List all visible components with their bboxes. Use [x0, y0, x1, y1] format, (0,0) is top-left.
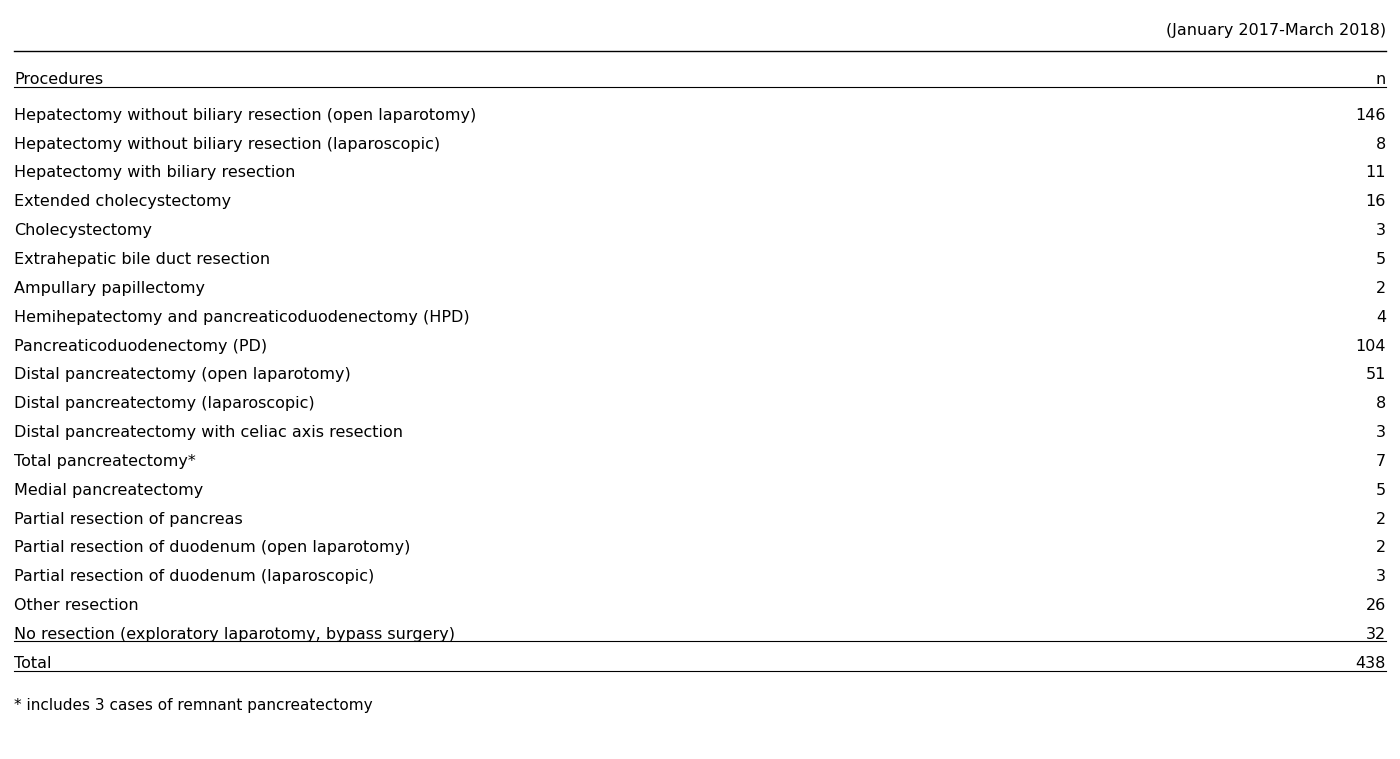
Text: 104: 104: [1355, 339, 1386, 354]
Text: 438: 438: [1355, 656, 1386, 671]
Text: Extended cholecystectomy: Extended cholecystectomy: [14, 194, 231, 209]
Text: 146: 146: [1355, 108, 1386, 123]
Text: No resection (exploratory laparotomy, bypass surgery): No resection (exploratory laparotomy, by…: [14, 627, 455, 642]
Text: 2: 2: [1376, 281, 1386, 296]
Text: 2: 2: [1376, 540, 1386, 556]
Text: 3: 3: [1376, 425, 1386, 440]
Text: Hepatectomy with biliary resection: Hepatectomy with biliary resection: [14, 165, 295, 181]
Text: 51: 51: [1365, 367, 1386, 383]
Text: 8: 8: [1376, 137, 1386, 152]
Text: Partial resection of pancreas: Partial resection of pancreas: [14, 512, 242, 527]
Text: Cholecystectomy: Cholecystectomy: [14, 223, 153, 238]
Text: Hemihepatectomy and pancreaticoduodenectomy (HPD): Hemihepatectomy and pancreaticoduodenect…: [14, 310, 469, 325]
Text: Ampullary papillectomy: Ampullary papillectomy: [14, 281, 204, 296]
Text: 4: 4: [1376, 310, 1386, 325]
Text: 32: 32: [1366, 627, 1386, 642]
Text: 3: 3: [1376, 569, 1386, 584]
Text: 7: 7: [1376, 454, 1386, 469]
Text: Distal pancreatectomy (open laparotomy): Distal pancreatectomy (open laparotomy): [14, 367, 351, 383]
Text: Hepatectomy without biliary resection (laparoscopic): Hepatectomy without biliary resection (l…: [14, 137, 440, 152]
Text: Other resection: Other resection: [14, 598, 139, 613]
Text: Hepatectomy without biliary resection (open laparotomy): Hepatectomy without biliary resection (o…: [14, 108, 476, 123]
Text: Procedures: Procedures: [14, 72, 104, 87]
Text: Medial pancreatectomy: Medial pancreatectomy: [14, 483, 203, 498]
Text: Partial resection of duodenum (open laparotomy): Partial resection of duodenum (open lapa…: [14, 540, 410, 556]
Text: Partial resection of duodenum (laparoscopic): Partial resection of duodenum (laparosco…: [14, 569, 374, 584]
Text: Distal pancreatectomy (laparoscopic): Distal pancreatectomy (laparoscopic): [14, 396, 315, 411]
Text: Total: Total: [14, 656, 52, 671]
Text: 5: 5: [1376, 483, 1386, 498]
Text: 11: 11: [1365, 165, 1386, 181]
Text: n: n: [1376, 72, 1386, 87]
Text: Pancreaticoduodenectomy (PD): Pancreaticoduodenectomy (PD): [14, 339, 267, 354]
Text: Extrahepatic bile duct resection: Extrahepatic bile duct resection: [14, 252, 270, 267]
Text: 16: 16: [1365, 194, 1386, 209]
Text: (January 2017-March 2018): (January 2017-March 2018): [1166, 23, 1386, 38]
Text: Distal pancreatectomy with celiac axis resection: Distal pancreatectomy with celiac axis r…: [14, 425, 403, 440]
Text: * includes 3 cases of remnant pancreatectomy: * includes 3 cases of remnant pancreatec…: [14, 698, 372, 713]
Text: 2: 2: [1376, 512, 1386, 527]
Text: 8: 8: [1376, 396, 1386, 411]
Text: 3: 3: [1376, 223, 1386, 238]
Text: Total pancreatectomy*: Total pancreatectomy*: [14, 454, 196, 469]
Text: 5: 5: [1376, 252, 1386, 267]
Text: 26: 26: [1366, 598, 1386, 613]
